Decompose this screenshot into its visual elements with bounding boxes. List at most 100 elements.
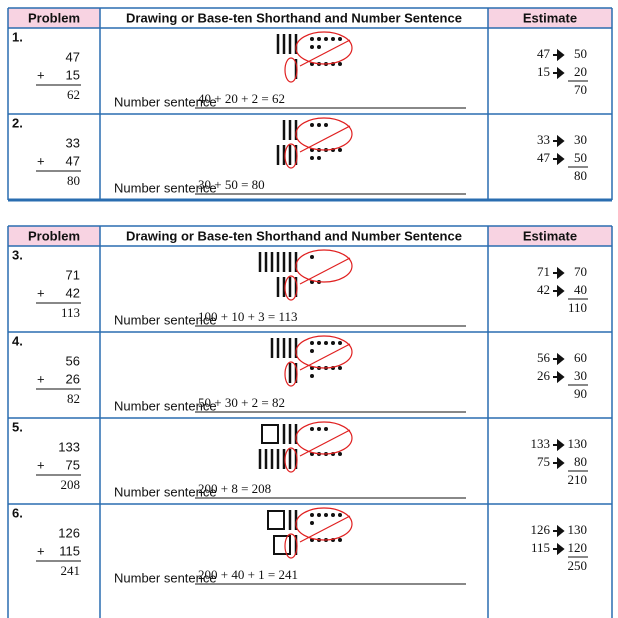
hundred-square (261, 424, 279, 444)
red-arrow (299, 257, 351, 285)
sum: 241 (61, 563, 81, 578)
estimate-from: 75 (537, 454, 550, 469)
estimate-from: 47 (537, 46, 551, 61)
sentence-label: Number sentence (114, 398, 217, 413)
red-arrow (299, 125, 351, 153)
one-dot (324, 513, 328, 517)
one-dot (324, 341, 328, 345)
one-dot (338, 513, 342, 517)
estimate-from: 15 (537, 64, 550, 79)
header-cell (8, 8, 100, 28)
problem-number: 2. (12, 115, 23, 130)
header-text: Drawing or Base-ten Shorthand and Number… (126, 228, 462, 243)
one-dot (310, 156, 314, 160)
hundred-square (267, 510, 285, 530)
one-dot (338, 148, 342, 152)
one-dot (317, 156, 321, 160)
red-circle (295, 507, 353, 541)
estimate-to: 130 (568, 522, 588, 537)
red-circle (295, 335, 353, 369)
sentence: 40 + 20 + 2 = 62 (198, 91, 285, 106)
estimate-to: 60 (574, 350, 587, 365)
one-dot (338, 341, 342, 345)
one-dot (310, 521, 314, 525)
operator: + (37, 457, 45, 472)
sentence-label: Number sentence (114, 94, 217, 109)
arrow (553, 438, 565, 452)
red-circle (295, 31, 353, 65)
one-dot (338, 366, 342, 370)
sentence: 30 + 50 = 80 (198, 177, 265, 192)
addend: 15 (66, 67, 80, 82)
header-cell (488, 8, 612, 28)
one-dot (310, 37, 314, 41)
one-dot (331, 513, 335, 517)
header-text: Problem (28, 10, 80, 25)
problem-number: 6. (12, 505, 23, 520)
sum: 80 (67, 173, 80, 188)
sentence: 200 + 40 + 1 = 241 (198, 567, 298, 582)
one-dot (331, 341, 335, 345)
estimate-total: 250 (568, 558, 588, 573)
sum: 113 (61, 305, 80, 320)
addend: 47 (66, 49, 80, 64)
one-dot (317, 341, 321, 345)
header-text: Estimate (523, 10, 577, 25)
one-dot (310, 123, 314, 127)
estimate-from: 133 (531, 436, 551, 451)
arrow (553, 66, 565, 80)
estimate-total: 80 (574, 168, 587, 183)
arrow (553, 456, 565, 470)
estimate-total: 70 (574, 82, 587, 97)
one-dot (324, 37, 328, 41)
estimate-to: 50 (574, 150, 587, 165)
estimate-to: 20 (574, 64, 587, 79)
estimate-to: 80 (574, 454, 587, 469)
arrow (553, 152, 565, 166)
sum: 62 (67, 87, 80, 102)
estimate-to: 130 (568, 436, 588, 451)
red-circle (284, 361, 298, 387)
estimate-to: 30 (574, 132, 587, 147)
addend: 71 (66, 267, 80, 282)
addend: 115 (59, 543, 80, 558)
addend: 47 (66, 153, 80, 168)
one-dot (317, 45, 321, 49)
one-dot (310, 513, 314, 517)
red-circle (295, 117, 353, 151)
estimate-from: 26 (537, 368, 551, 383)
operator: + (37, 153, 45, 168)
estimate-from: 42 (537, 282, 550, 297)
problem-number: 4. (12, 333, 23, 348)
arrow (553, 542, 565, 556)
red-arrow (299, 515, 351, 543)
header-text: Drawing or Base-ten Shorthand and Number… (126, 10, 462, 25)
header-cell (8, 226, 100, 246)
estimate-total: 210 (568, 472, 588, 487)
one-dot (310, 427, 314, 431)
problem-number: 1. (12, 29, 23, 44)
problem-number: 5. (12, 419, 23, 434)
red-circle (295, 249, 353, 283)
operator: + (37, 285, 45, 300)
red-circle (284, 447, 298, 473)
red-circle (284, 57, 298, 83)
estimate-from: 33 (537, 132, 550, 147)
estimate-total: 110 (568, 300, 587, 315)
estimate-to: 40 (574, 282, 587, 297)
sentence-label: Number sentence (114, 180, 217, 195)
one-dot (317, 513, 321, 517)
estimate-to: 50 (574, 46, 587, 61)
sentence: 200 + 8 = 208 (198, 481, 271, 496)
red-arrow (299, 39, 351, 67)
estimate-to: 120 (568, 540, 588, 555)
arrow (553, 524, 565, 538)
addend: 26 (66, 371, 80, 386)
red-circle (284, 533, 298, 559)
sum: 82 (67, 391, 80, 406)
header-text: Estimate (523, 228, 577, 243)
header-cell (488, 226, 612, 246)
arrow (553, 266, 565, 280)
operator: + (37, 371, 45, 386)
hundred-square (273, 535, 291, 555)
